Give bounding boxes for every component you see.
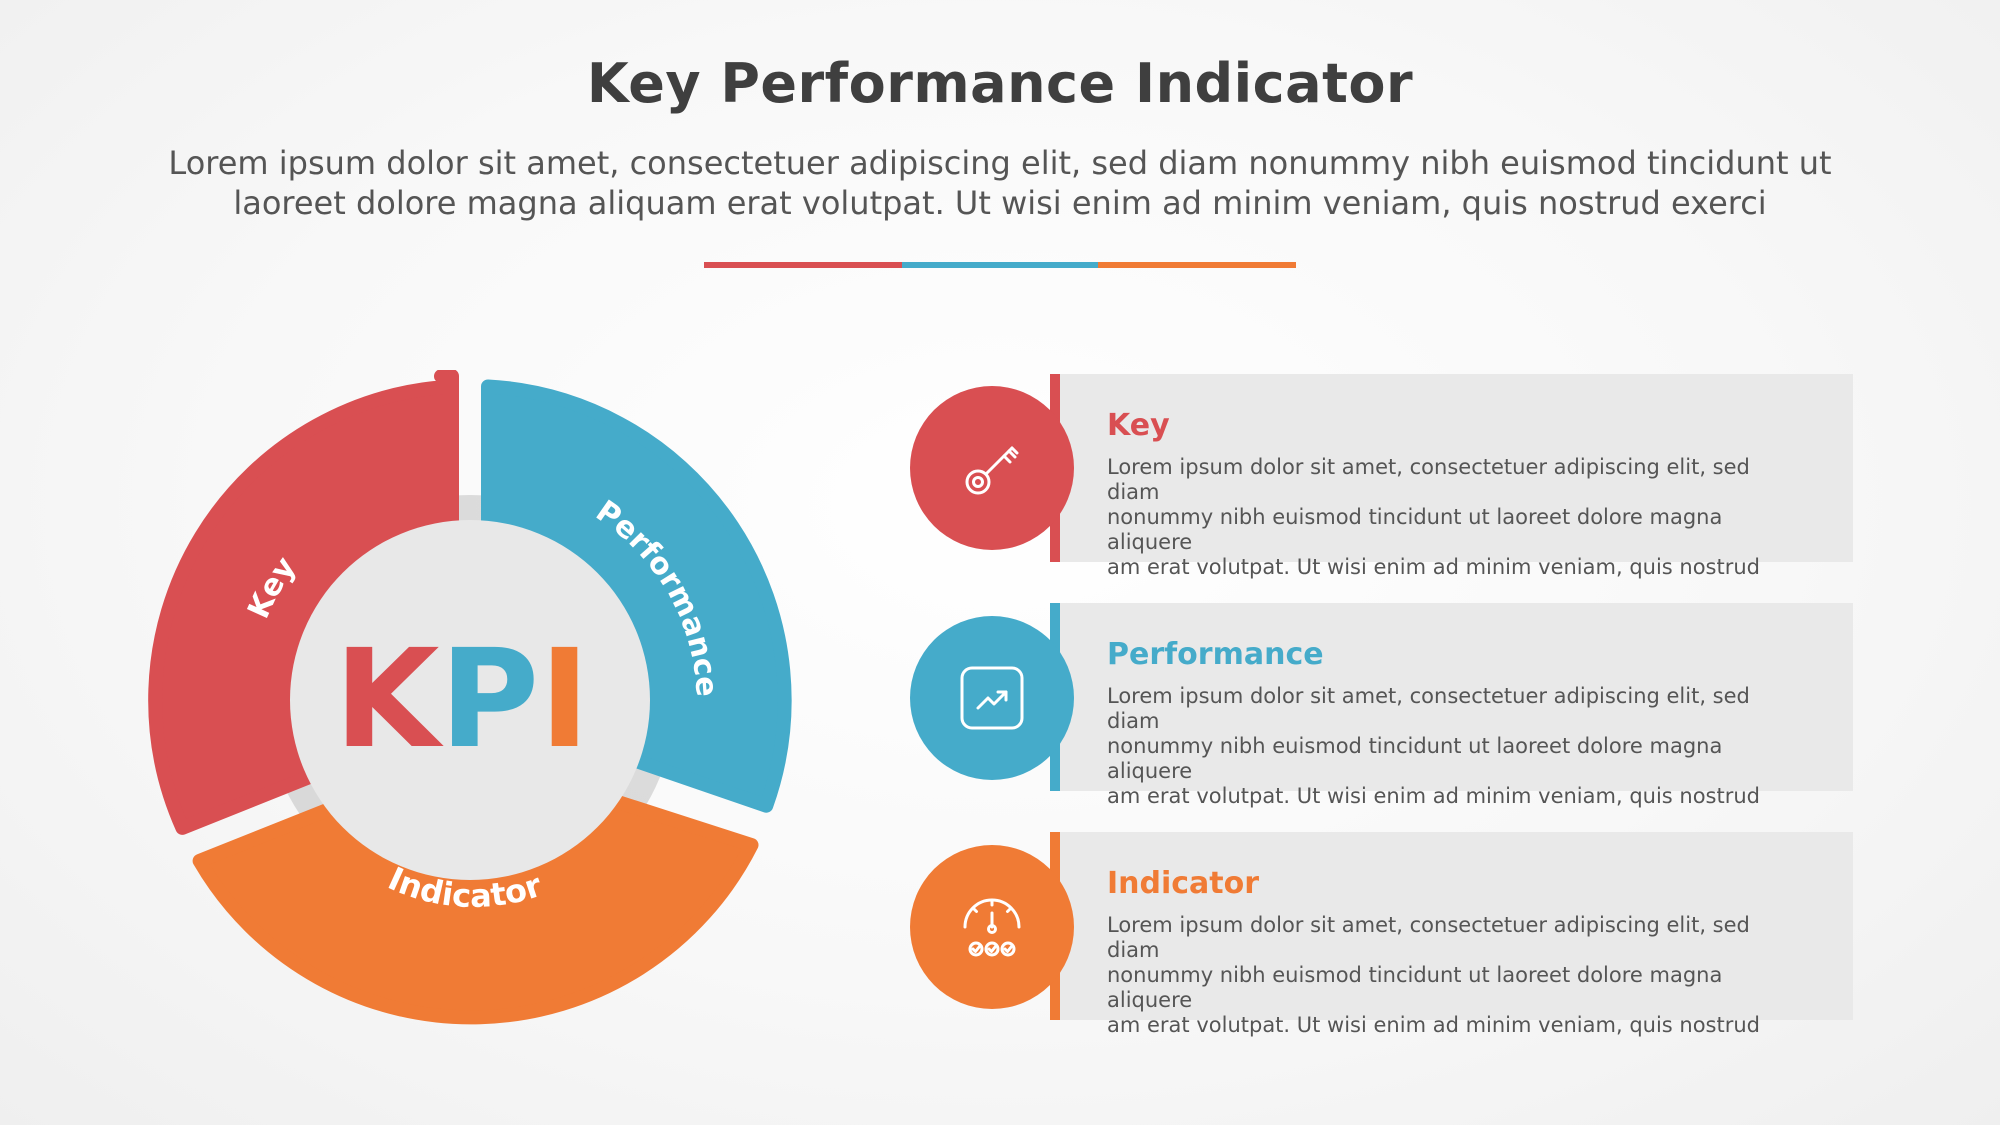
performance-card-description: Lorem ipsum dolor sit amet, consectetuer… [1107,684,1807,809]
performance-card-title: Performance [1107,637,1324,672]
indicator-card-description: Lorem ipsum dolor sit amet, consectetuer… [1107,913,1807,1038]
indicator-desc-line-3: am erat volutpat. Ut wisi enim ad minim … [1107,1013,1761,1037]
indicator-desc-line-1: Lorem ipsum dolor sit amet, consectetuer… [1107,913,1750,962]
key-card-title: Key [1107,408,1170,443]
indicator-card-title: Indicator [1107,866,1260,901]
performance-desc-line-2: nonummy nibh euismod tincidunt ut laoree… [1107,734,1723,783]
trend-chart-icon [960,666,1024,730]
key-icon-circle [910,386,1074,550]
key-desc-line-1: Lorem ipsum dolor sit amet, consectetuer… [1107,455,1750,504]
performance-icon-circle [910,616,1074,780]
performance-card [1058,603,1853,791]
indicator-card [1058,832,1853,1020]
key-desc-line-2: nonummy nibh euismod tincidunt ut laoree… [1107,505,1723,554]
divider-orange-segment [1098,262,1296,268]
center-disc [290,520,650,880]
gauge-icon [963,898,1021,957]
divider-blue-segment [902,262,1098,268]
key-desc-line-3: am erat volutpat. Ut wisi enim ad minim … [1107,555,1761,579]
indicator-desc-line-2: nonummy nibh euismod tincidunt ut laoree… [1107,963,1723,1012]
page-subtitle: Lorem ipsum dolor sit amet, consectetuer… [140,143,1860,223]
kpi-wheel: KPI Key Performance Indicator [148,370,792,1025]
page-title: Key Performance Indicator [586,52,1414,115]
performance-desc-line-3: am erat volutpat. Ut wisi enim ad minim … [1107,784,1761,808]
center-kpi-text: KPI [334,621,590,779]
letter-k: K [334,621,444,779]
key-icon [965,446,1019,495]
key-card [1058,374,1853,562]
key-card-description: Lorem ipsum dolor sit amet, consectetuer… [1107,455,1807,580]
indicator-icon-circle [910,845,1074,1009]
letter-i: I [539,621,590,779]
divider-red-segment [704,262,902,268]
letter-p: P [440,621,540,779]
subtitle-line-1: Lorem ipsum dolor sit amet, consectetuer… [168,144,1832,182]
performance-desc-line-1: Lorem ipsum dolor sit amet, consectetuer… [1107,684,1750,733]
subtitle-line-2: laoreet dolore magna aliquam erat volutp… [233,184,1767,222]
